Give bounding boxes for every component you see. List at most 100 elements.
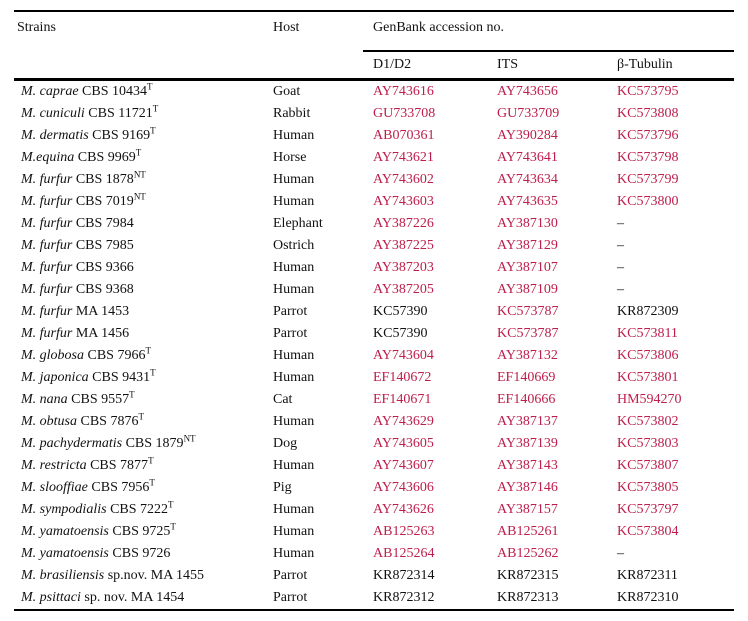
table-row: M. brasiliensis sp.nov. MA 1455 Parrot KR8… [14,565,734,587]
beta-tubulin-accession-cell[interactable]: KC573798 [617,150,679,165]
column-header-beta-tubulin: β-Tubulin [607,51,735,81]
strain-cell: M. nana CBS 9557T [21,389,135,407]
its-accession-cell: KR872313 [497,590,559,605]
host-cell: Cat [273,392,293,407]
table-row: M. pachydermatis CBS 1879NT Dog AY743605 AY… [14,433,734,455]
type-strain-superscript: T [168,499,174,510]
species-name: M. pachydermatis [21,436,123,451]
beta-tubulin-accession-cell[interactable]: KC573799 [617,172,679,187]
d1d2-accession-cell[interactable]: AB070361 [373,128,435,143]
its-accession-cell[interactable]: AY387129 [497,238,558,253]
species-name: M. caprae [21,84,79,99]
d1d2-accession-cell[interactable]: AY743616 [373,84,434,99]
d1d2-accession-cell[interactable]: AB125264 [373,546,435,561]
beta-tubulin-accession-cell: – [617,216,624,231]
its-accession-cell[interactable]: AY387137 [497,414,558,429]
d1d2-accession-cell[interactable]: GU733708 [373,106,436,121]
its-accession-cell[interactable]: GU733709 [497,106,560,121]
beta-tubulin-accession-cell[interactable]: KC573802 [617,414,679,429]
column-header-host: Host [267,11,363,81]
host-cell: Human [273,348,315,363]
its-accession-cell[interactable]: AY743635 [497,194,558,209]
its-accession-cell[interactable]: AY743634 [497,172,558,187]
beta-tubulin-accession-cell: – [617,238,624,253]
host-cell: Human [273,524,315,539]
species-name: M. sympodialis [21,502,107,517]
column-header-d1d2: D1/D2 [363,51,487,81]
its-accession-cell[interactable]: AY387143 [497,458,558,473]
d1d2-accession-cell[interactable]: AY743626 [373,502,434,517]
header-row-subcolumns: D1/D2 ITS β-Tubulin [14,51,735,81]
d1d2-accession-cell[interactable]: EF140671 [373,392,432,407]
species-name: M. furfur [21,304,73,319]
beta-tubulin-accession-cell[interactable]: KC573795 [617,84,679,99]
its-accession-cell[interactable]: KC573787 [497,326,559,341]
d1d2-accession-cell[interactable]: AY743602 [373,172,434,187]
its-accession-cell[interactable]: AY743641 [497,150,558,165]
beta-tubulin-accession-cell[interactable]: KC573808 [617,106,679,121]
species-name: M. furfur [21,326,73,341]
beta-tubulin-accession-cell: – [617,282,624,297]
header-row-group: Strains Host GenBank accession no. [14,11,735,81]
beta-tubulin-accession-cell: – [617,546,624,561]
its-accession-cell[interactable]: AY390284 [497,128,558,143]
its-accession-cell[interactable]: AY387146 [497,480,558,495]
beta-tubulin-accession-cell[interactable]: HM594270 [617,392,682,407]
its-accession-cell[interactable]: KC573787 [497,304,559,319]
strain-cell: M. furfur CBS 9366 [21,260,134,275]
d1d2-accession-cell[interactable]: AY387226 [373,216,434,231]
its-accession-cell[interactable]: AY743656 [497,84,558,99]
table-row: M. yamatoensis CBS 9725T Human AB125263 AB1… [14,521,734,543]
beta-tubulin-accession-cell[interactable]: KC573796 [617,128,679,143]
d1d2-accession-cell[interactable]: AY743606 [373,480,434,495]
its-accession-cell[interactable]: AB125262 [497,546,559,561]
d1d2-accession-cell[interactable]: AY743604 [373,348,434,363]
d1d2-accession-cell[interactable]: AY387225 [373,238,434,253]
strain-cell: M. slooffiae CBS 7956T [21,477,155,495]
strain-cell: M.equina CBS 9969T [21,147,142,165]
d1d2-accession-cell[interactable]: AB125263 [373,524,435,539]
beta-tubulin-accession-cell[interactable]: KC573797 [617,502,679,517]
d1d2-accession-cell[interactable]: AY743605 [373,436,434,451]
type-strain-superscript: NT [133,169,146,180]
strain-cell: M. psittaci sp. nov. MA 1454 [21,590,185,605]
table-row: M. globosa CBS 7966T Human AY743604 AY38713… [14,345,734,367]
species-name: M. dermatis [21,128,89,143]
beta-tubulin-accession-cell[interactable]: KC573811 [617,326,678,341]
d1d2-accession-cell[interactable]: AY743629 [373,414,434,429]
its-accession-cell[interactable]: AY387107 [497,260,558,275]
beta-tubulin-accession-cell[interactable]: KC573805 [617,480,679,495]
host-cell: Human [273,370,315,385]
table-row: M. furfur MA 1453 Parrot KC57390 KC573787 KR… [14,301,734,323]
beta-tubulin-accession-cell: – [617,260,624,275]
its-accession-cell[interactable]: EF140669 [497,370,556,385]
beta-tubulin-accession-cell[interactable]: KC573800 [617,194,679,209]
beta-tubulin-accession-cell[interactable]: KC573804 [617,524,679,539]
beta-tubulin-accession-cell: KR872311 [617,568,678,583]
its-accession-cell[interactable]: AB125261 [497,524,559,539]
d1d2-accession-cell[interactable]: EF140672 [373,370,432,385]
its-accession-cell[interactable]: AY387139 [497,436,558,451]
its-accession-cell[interactable]: AY387109 [497,282,558,297]
d1d2-accession-cell[interactable]: AY743621 [373,150,434,165]
d1d2-accession-cell[interactable]: AY743607 [373,458,434,473]
its-accession-cell: KR872315 [497,568,559,583]
its-accession-cell[interactable]: AY387157 [497,502,558,517]
species-name: M. nana [21,392,68,407]
beta-tubulin-accession-cell[interactable]: KC573803 [617,436,679,451]
table-row: M.equina CBS 9969T Horse AY743621 AY743641 K… [14,147,734,169]
host-cell: Ostrich [273,238,315,253]
strain-cell: M. sympodialis CBS 7222T [21,499,174,517]
type-strain-superscript: NT [133,191,146,202]
d1d2-accession-cell[interactable]: AY387203 [373,260,434,275]
beta-tubulin-accession-cell[interactable]: KC573801 [617,370,679,385]
its-accession-cell[interactable]: AY387132 [497,348,558,363]
its-accession-cell[interactable]: AY387130 [497,216,558,231]
beta-tubulin-accession-cell[interactable]: KC573806 [617,348,679,363]
its-accession-cell[interactable]: EF140666 [497,392,556,407]
d1d2-accession-cell[interactable]: AY743603 [373,194,434,209]
d1d2-accession-cell[interactable]: AY387205 [373,282,434,297]
beta-tubulin-accession-cell[interactable]: KC573807 [617,458,679,473]
type-strain-superscript: T [135,147,142,158]
